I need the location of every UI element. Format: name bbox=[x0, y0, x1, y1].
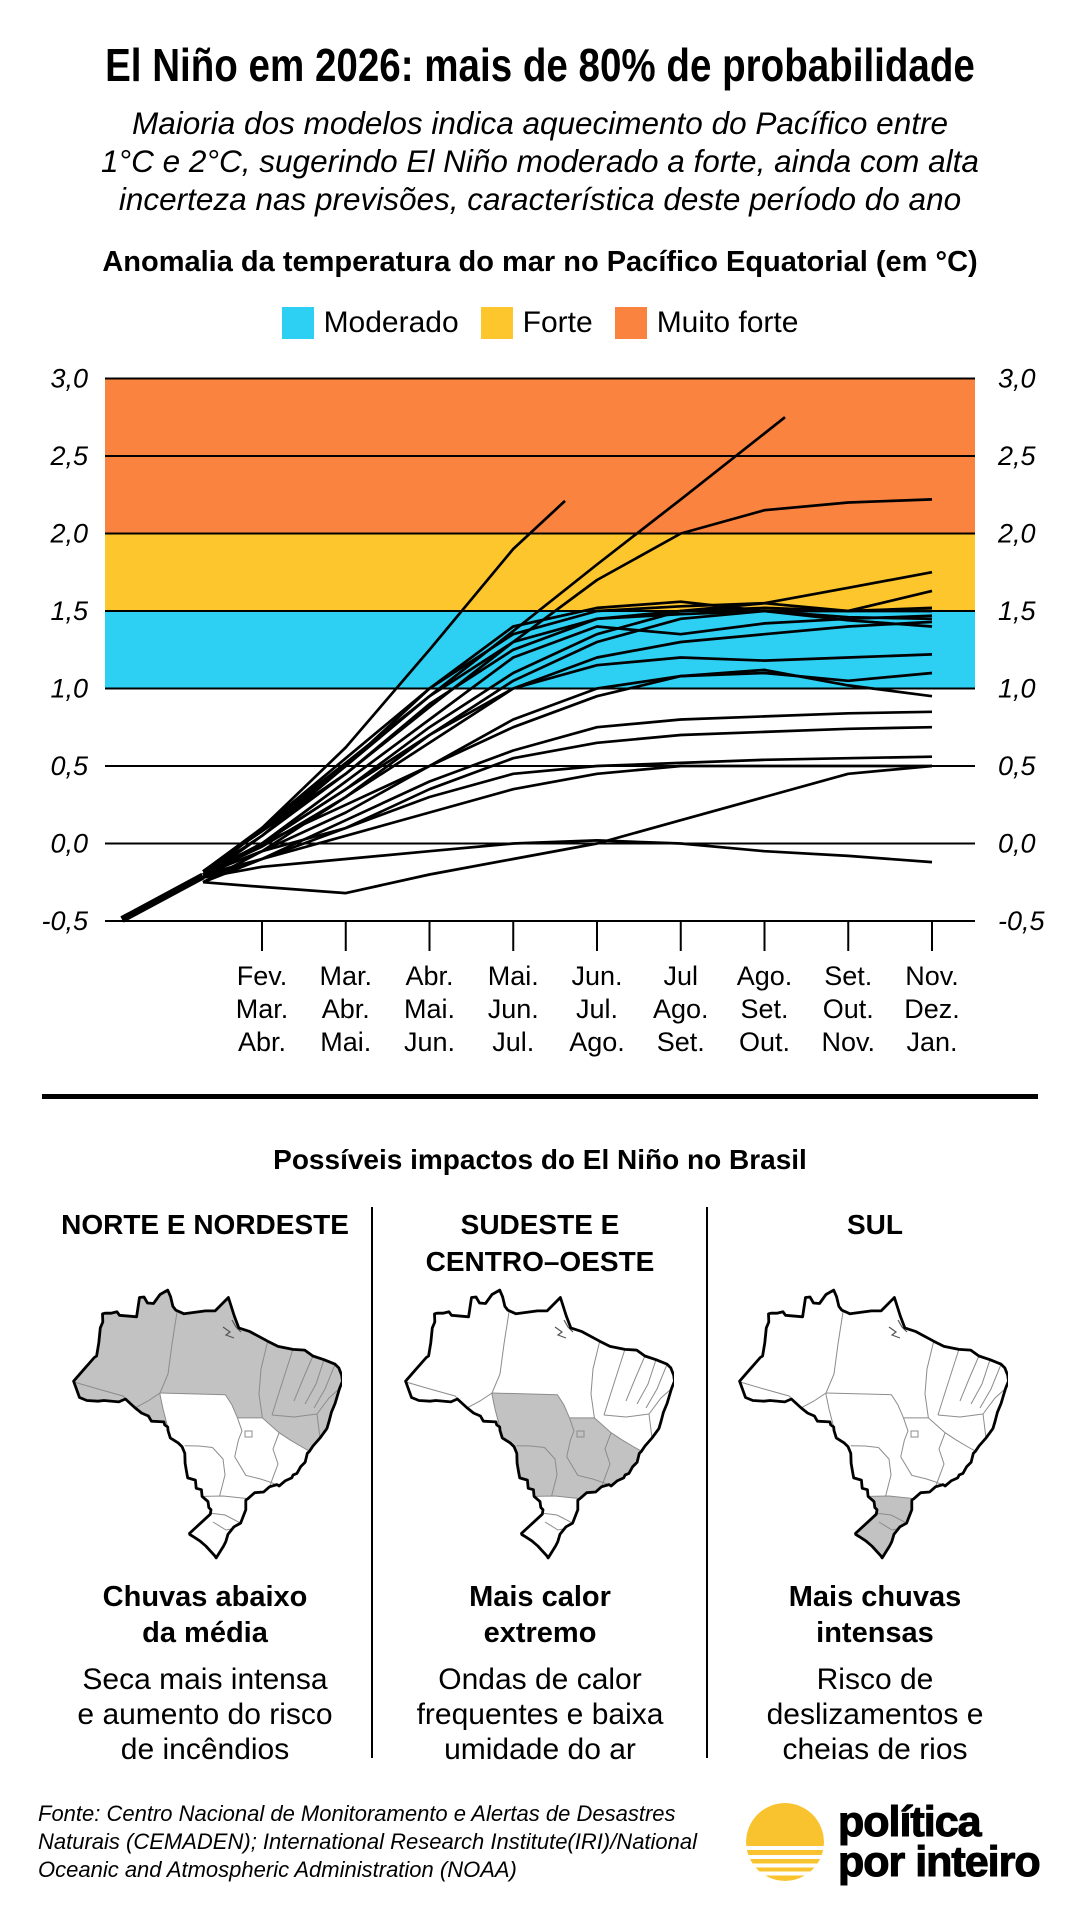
svg-text:Jul.: Jul. bbox=[492, 1027, 534, 1057]
svg-text:0,5: 0,5 bbox=[50, 751, 89, 781]
svg-text:Mar.: Mar. bbox=[236, 994, 289, 1024]
svg-text:Abr.: Abr. bbox=[238, 1027, 286, 1057]
svg-text:Nov.: Nov. bbox=[905, 961, 959, 991]
svg-text:Abr.: Abr. bbox=[322, 994, 370, 1024]
svg-text:Jun.: Jun. bbox=[488, 994, 539, 1024]
svg-text:2,0: 2,0 bbox=[997, 519, 1036, 549]
svg-text:Ago.: Ago. bbox=[653, 994, 709, 1024]
svg-text:Jan.: Jan. bbox=[906, 1027, 957, 1057]
svg-text:Jun.: Jun. bbox=[404, 1027, 455, 1057]
svg-text:Jul: Jul bbox=[663, 961, 698, 991]
svg-text:Abr.: Abr. bbox=[405, 961, 453, 991]
svg-text:Jun.: Jun. bbox=[571, 961, 622, 991]
svg-text:Set.: Set. bbox=[657, 1027, 705, 1057]
svg-text:Nov.: Nov. bbox=[821, 1027, 875, 1057]
svg-text:2,0: 2,0 bbox=[49, 519, 88, 549]
svg-text:3,0: 3,0 bbox=[50, 364, 88, 394]
svg-text:-0,5: -0,5 bbox=[41, 906, 89, 936]
svg-text:-0,5: -0,5 bbox=[998, 906, 1046, 936]
svg-text:Out.: Out. bbox=[823, 994, 874, 1024]
svg-text:2,5: 2,5 bbox=[49, 441, 89, 471]
svg-text:Set.: Set. bbox=[824, 961, 872, 991]
svg-text:Dez.: Dez. bbox=[904, 994, 960, 1024]
svg-text:1,0: 1,0 bbox=[50, 674, 88, 704]
svg-text:3,0: 3,0 bbox=[998, 364, 1036, 394]
svg-text:1,5: 1,5 bbox=[998, 596, 1037, 626]
svg-text:1,5: 1,5 bbox=[50, 596, 89, 626]
svg-text:Ago.: Ago. bbox=[569, 1027, 625, 1057]
svg-text:Mai.: Mai. bbox=[404, 994, 455, 1024]
svg-text:0,0: 0,0 bbox=[50, 829, 88, 859]
svg-text:Out.: Out. bbox=[739, 1027, 790, 1057]
svg-text:Ago.: Ago. bbox=[737, 961, 793, 991]
svg-text:Fev.: Fev. bbox=[237, 961, 288, 991]
svg-text:2,5: 2,5 bbox=[997, 441, 1037, 471]
svg-text:Mai.: Mai. bbox=[320, 1027, 371, 1057]
svg-text:0,5: 0,5 bbox=[998, 751, 1037, 781]
svg-text:Jul.: Jul. bbox=[576, 994, 618, 1024]
svg-text:0,0: 0,0 bbox=[998, 829, 1036, 859]
svg-text:Set.: Set. bbox=[740, 994, 788, 1024]
svg-text:Mai.: Mai. bbox=[488, 961, 539, 991]
svg-text:1,0: 1,0 bbox=[998, 674, 1036, 704]
svg-text:Mar.: Mar. bbox=[319, 961, 372, 991]
